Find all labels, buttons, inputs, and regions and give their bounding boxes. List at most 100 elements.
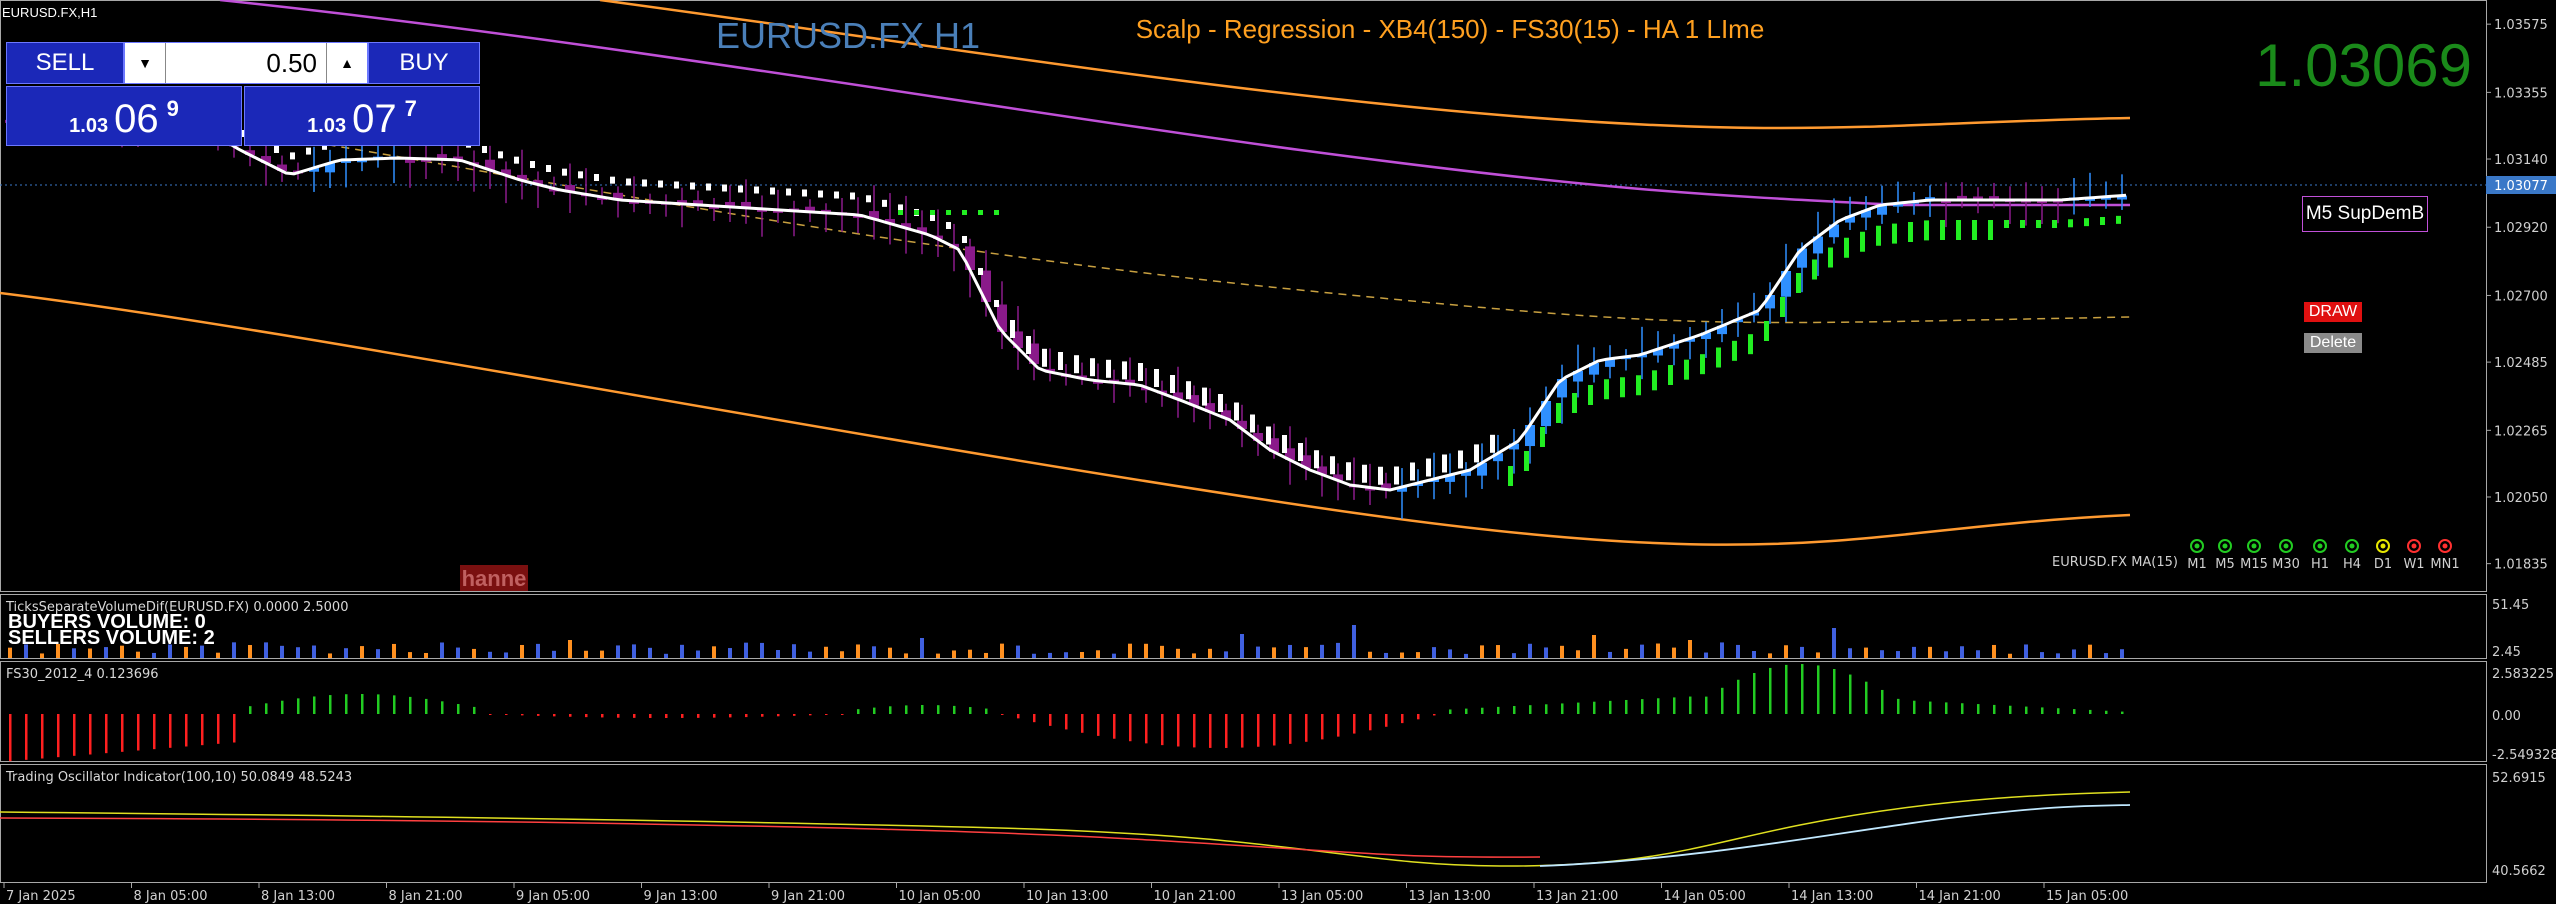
candle-body: [965, 246, 975, 270]
volume-bar: [888, 647, 892, 658]
signal-dashes: [178, 98, 2121, 486]
signal-white-dash: [930, 214, 935, 221]
volume-bar: [1384, 652, 1388, 658]
oscillator-lines: [0, 791, 2131, 867]
fs-histogram-bar: [137, 714, 140, 751]
time-tick-label: 14 Jan 13:00: [1791, 889, 1873, 904]
volume-bar: [104, 647, 108, 658]
bid-price-button[interactable]: 1.03 06 9: [6, 86, 242, 146]
volume-bar: [344, 648, 348, 658]
oscillator-line-yellow: [0, 791, 2131, 867]
candle-body: [1189, 395, 1199, 406]
fs-histogram-bar: [1033, 714, 1036, 723]
fs-histogram-bar: [41, 714, 44, 759]
fs-histogram-bar: [2105, 710, 2108, 714]
vol-tick-bottom: 2.45: [2492, 645, 2521, 660]
volume-bar: [1816, 652, 1820, 658]
volume-bar: [1896, 651, 1900, 658]
timeframe-status-icon: [2407, 539, 2421, 553]
volume-bar: [904, 653, 908, 658]
signal-green-dash: [1812, 259, 1817, 280]
fs-histogram-bar: [1401, 714, 1404, 724]
volume-bar: [680, 644, 684, 658]
fs-histogram-bar: [217, 714, 220, 744]
fs-histogram-bar: [1241, 714, 1244, 748]
volume-bar: [264, 642, 268, 658]
signal-green-dash: [1956, 220, 1961, 240]
strategy-label: Scalp - Regression - XB4(150) - FS30(15)…: [1136, 14, 1765, 44]
candle-body: [869, 211, 879, 219]
fs-histogram-bar: [2073, 709, 2076, 714]
signal-green-dot: [994, 210, 999, 215]
candle-body: [613, 192, 623, 200]
candle-body: [565, 185, 575, 192]
time-tick-label: 10 Jan 21:00: [1154, 889, 1236, 904]
volume-bar: [1928, 646, 1932, 658]
candle-body: [453, 156, 463, 160]
candle-body: [709, 205, 719, 209]
volume-bar: [568, 640, 572, 658]
volume-bar: [1464, 653, 1468, 658]
ask-price-button[interactable]: 1.03 07 7: [244, 86, 480, 146]
fs-histogram-bar: [1481, 707, 1484, 714]
signal-green-dash: [1940, 220, 1945, 240]
sell-button[interactable]: SELL: [6, 42, 124, 84]
lot-decrease-button[interactable]: ▼: [125, 43, 166, 83]
candle-body: [1669, 343, 1679, 349]
volume-bar: [1064, 652, 1068, 658]
candle-body: [1701, 332, 1711, 340]
volume-bar: [744, 642, 748, 658]
fs-histogram-bar: [489, 714, 492, 715]
delete-button[interactable]: Delete: [2304, 333, 2362, 353]
candle-body: [2101, 196, 2111, 200]
volume-bar: [808, 651, 812, 658]
volume-bar: [1544, 647, 1548, 658]
watermark-chip: hanne: [460, 565, 528, 591]
fs-histogram-bar: [985, 708, 988, 714]
signal-green-dash: [1508, 466, 1513, 486]
signal-white-dash: [1346, 462, 1351, 481]
signal-white-dash: [642, 179, 647, 187]
fs-histogram-bar: [697, 714, 700, 718]
volume-bar: [1400, 652, 1404, 658]
fs-histogram-bar: [1993, 704, 1996, 714]
volume-bar: [1560, 645, 1564, 658]
time-tick-label: 9 Jan 13:00: [644, 889, 718, 904]
signal-green-dash: [1780, 297, 1785, 317]
signal-white-dash: [1474, 444, 1479, 463]
lot-size-input[interactable]: 0.50: [266, 48, 317, 78]
volume-bar: [1960, 646, 1964, 658]
signal-green-dash: [1764, 321, 1769, 341]
fs-histogram-bar: [2009, 705, 2012, 714]
candle-body: [533, 180, 543, 185]
supdem-button[interactable]: M5 SupDemB: [2302, 196, 2428, 232]
volume-bar: [1144, 643, 1148, 658]
volume-bar: [1592, 635, 1596, 658]
current-price-value: 1.03077: [2494, 179, 2548, 194]
candle-body: [677, 200, 687, 204]
volume-bar: [2088, 644, 2092, 658]
volume-bar: [280, 645, 284, 658]
volume-bar: [600, 650, 604, 658]
signal-white-dash: [786, 188, 791, 196]
signal-white-dash: [1186, 381, 1191, 400]
volume-bar: [1432, 647, 1436, 658]
signal-white-dash: [1490, 434, 1495, 453]
volume-bar: [424, 652, 428, 658]
fs-histogram-bar: [745, 714, 748, 718]
fs-histogram-bar: [297, 698, 300, 714]
fs-histogram-bar: [1769, 667, 1772, 714]
signal-green-dash: [1876, 225, 1881, 246]
lot-increase-button[interactable]: ▲: [326, 43, 367, 83]
fs-histogram-bar: [1945, 702, 1948, 714]
signal-white-dash: [1298, 443, 1303, 461]
fs-histogram-bar: [569, 714, 572, 717]
volume-bar: [664, 653, 668, 658]
current-price-tag: 1.03077: [2486, 176, 2556, 194]
fs-histogram-bar: [1081, 714, 1084, 733]
buy-button[interactable]: BUY: [368, 42, 480, 84]
fs-histogram-bar: [313, 696, 316, 714]
volume-bar: [136, 651, 140, 658]
draw-button[interactable]: DRAW: [2304, 302, 2362, 322]
